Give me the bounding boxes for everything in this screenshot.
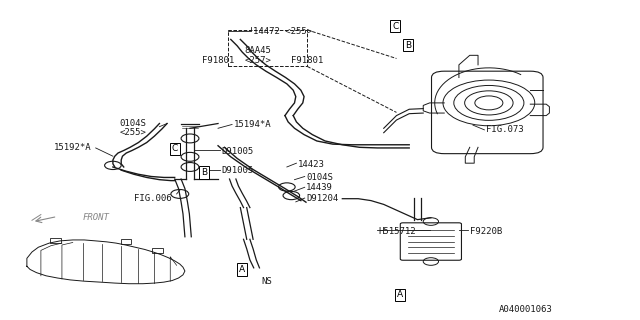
Text: A: A bbox=[397, 290, 403, 299]
Text: F9220B: F9220B bbox=[470, 227, 502, 236]
Text: A: A bbox=[239, 265, 245, 274]
Text: B: B bbox=[405, 41, 411, 50]
Text: 14472 <255>: 14472 <255> bbox=[253, 27, 312, 36]
FancyBboxPatch shape bbox=[431, 71, 543, 154]
Text: <255>: <255> bbox=[119, 128, 146, 137]
Text: D91005: D91005 bbox=[221, 147, 253, 156]
Text: <257>: <257> bbox=[245, 56, 272, 65]
Text: NS: NS bbox=[261, 277, 272, 286]
Text: 14423: 14423 bbox=[298, 160, 324, 169]
Text: H515712: H515712 bbox=[379, 227, 416, 236]
Text: D91204: D91204 bbox=[306, 194, 338, 203]
Text: D91005: D91005 bbox=[221, 166, 253, 175]
Text: F91801: F91801 bbox=[202, 56, 234, 65]
Text: B: B bbox=[201, 168, 207, 177]
Text: C: C bbox=[392, 22, 398, 31]
FancyBboxPatch shape bbox=[400, 223, 461, 260]
Bar bbox=[120, 239, 131, 244]
Text: 0104S: 0104S bbox=[119, 119, 146, 128]
Text: C: C bbox=[172, 144, 178, 153]
Text: F91801: F91801 bbox=[291, 56, 324, 65]
Bar bbox=[152, 248, 163, 253]
Text: 8AA45: 8AA45 bbox=[245, 46, 272, 55]
Bar bbox=[51, 238, 61, 244]
Text: FIG.006: FIG.006 bbox=[134, 194, 172, 203]
Text: 0104S: 0104S bbox=[306, 172, 333, 182]
Text: 15192*A: 15192*A bbox=[54, 143, 92, 152]
Text: 14439: 14439 bbox=[306, 183, 333, 192]
Text: 15194*A: 15194*A bbox=[234, 120, 271, 129]
Text: FIG.073: FIG.073 bbox=[486, 125, 524, 134]
Polygon shape bbox=[27, 240, 185, 284]
Text: A040001063: A040001063 bbox=[499, 305, 552, 314]
Text: FRONT: FRONT bbox=[83, 212, 110, 222]
